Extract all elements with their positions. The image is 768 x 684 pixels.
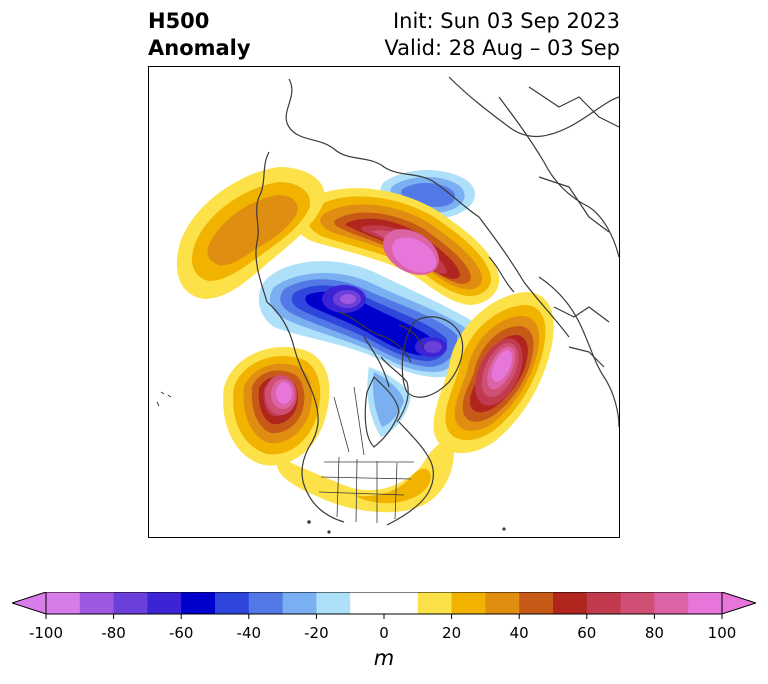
colorbar-cell	[586, 592, 622, 614]
colorbar-cell	[417, 592, 453, 614]
colorbar-cell	[384, 592, 419, 614]
colorbar-cell	[113, 592, 148, 614]
colorbar-cell	[282, 592, 317, 614]
colorbar-cell	[316, 592, 351, 614]
colorbar-cell	[451, 592, 486, 614]
coastlines	[156, 76, 619, 534]
positive-anomaly-north-pacific	[149, 167, 325, 317]
positive-anomaly-eastern-north-america	[276, 441, 454, 513]
colorbar-cell	[147, 592, 182, 614]
colorbar-cell	[620, 592, 655, 614]
colorbar-cell	[350, 592, 385, 614]
positive-anomaly-siberia	[293, 188, 500, 305]
colorbar-cell	[46, 592, 81, 614]
colorbar-cell	[688, 592, 723, 614]
colorbar-cell	[485, 592, 520, 614]
colorbar-extend-max	[721, 592, 756, 615]
map-dates: Init: Sun 03 Sep 2023 Valid: 28 Aug – 03…	[384, 8, 620, 62]
positive-anomaly-western-europe	[433, 292, 554, 454]
positive-anomaly-northeast-pacific	[223, 347, 330, 466]
title-variable: H500	[148, 9, 210, 33]
colorbar-extend-min	[12, 592, 47, 615]
anomaly-map	[149, 76, 619, 534]
colorbar-tick-label: 40	[509, 624, 529, 642]
valid-range: Valid: 28 Aug – 03 Sep	[384, 36, 620, 60]
colorbar-cell	[181, 592, 216, 614]
colorbar-cell	[248, 592, 284, 614]
colorbar-cell	[553, 592, 588, 614]
colorbar-cell	[519, 592, 554, 614]
title-field: Anomaly	[148, 36, 251, 60]
colorbar-cell	[79, 592, 115, 614]
init-date: Init: Sun 03 Sep 2023	[392, 9, 620, 33]
colorbar-tick-label: -20	[304, 624, 329, 642]
colorbar-tick-label: 100	[707, 624, 737, 642]
colorbar-cell	[654, 592, 689, 614]
colorbar-tick-label: 80	[644, 624, 664, 642]
map-panel	[148, 66, 620, 538]
colorbar-tick-label: 20	[442, 624, 462, 642]
colorbar-unit-label: m	[373, 646, 395, 670]
colorbar-tick-label: 0	[379, 624, 389, 642]
colorbar-tick-label: -60	[168, 624, 194, 642]
colorbar-tick-label: -100	[28, 624, 64, 642]
colorbar-tick-label: -80	[101, 624, 126, 642]
colorbar	[12, 592, 756, 619]
map-title: H500 Anomaly	[148, 8, 251, 62]
colorbar-cell	[215, 592, 250, 614]
colorbar-tick-label: 60	[577, 624, 597, 642]
colorbar-tick-label: -40	[236, 624, 262, 642]
